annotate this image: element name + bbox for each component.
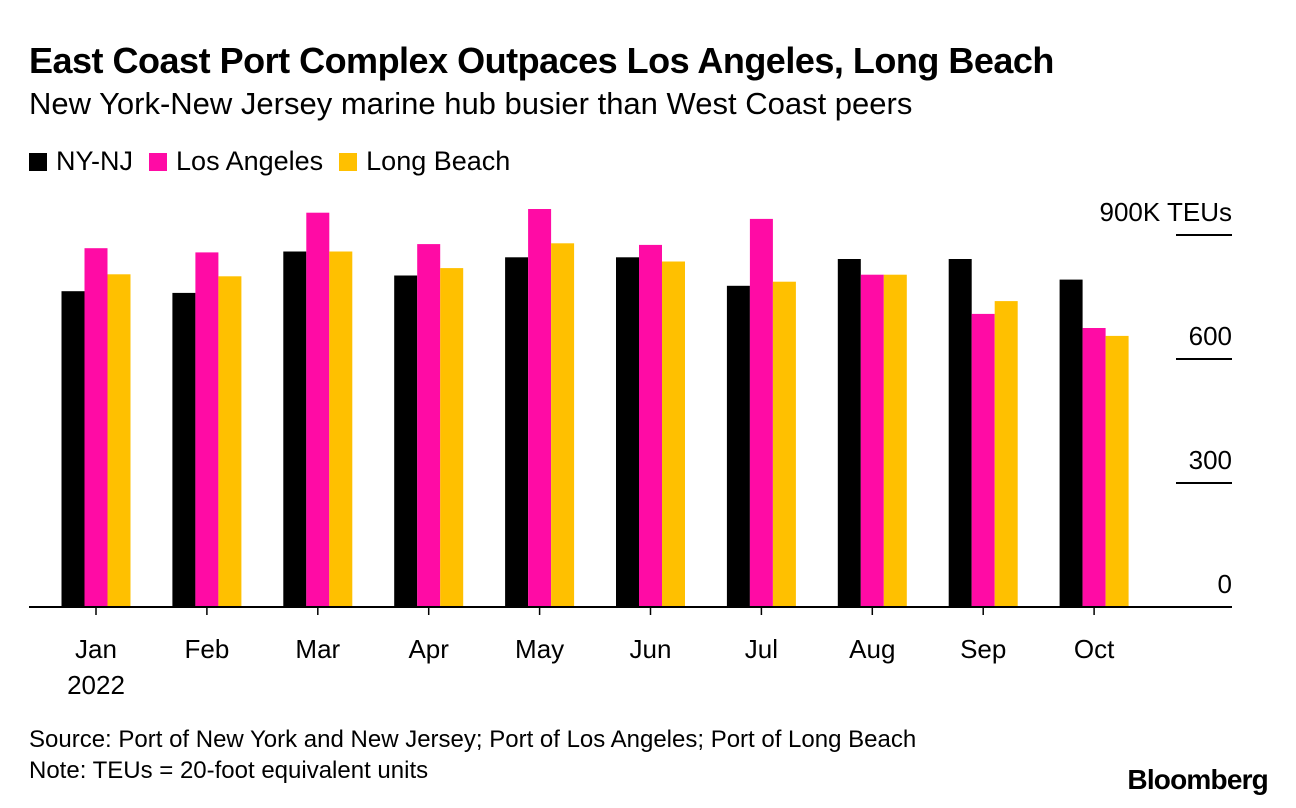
bar-long-beach-oct — [1105, 335, 1129, 607]
y-tick-label-900: 900K TEUs — [1100, 197, 1232, 227]
bar-los-angeles-sep — [971, 313, 995, 607]
chart-subtitle: New York-New Jersey marine hub busier th… — [29, 86, 913, 121]
bar-los-angeles-aug — [860, 274, 884, 607]
x-tick-label-jan: Jan — [75, 634, 117, 664]
x-axis-year-label: 2022 — [67, 670, 125, 700]
bar-ny-nj-jan — [61, 291, 85, 607]
x-tick-label-jun: Jun — [630, 634, 672, 664]
bar-long-beach-mar — [329, 251, 353, 607]
bar-ny-nj-oct — [1059, 279, 1083, 607]
bar-long-beach-jul — [772, 281, 796, 607]
bar-ny-nj-apr — [394, 275, 418, 607]
y-tick-label-600: 600 — [1189, 321, 1232, 351]
units-note: Note: TEUs = 20-foot equivalent units — [29, 757, 429, 784]
legend-label-ny-nj: NY-NJ — [56, 146, 134, 176]
bar-long-beach-apr — [440, 268, 464, 607]
bar-ny-nj-jun — [616, 257, 639, 607]
bar-long-beach-aug — [883, 274, 907, 607]
y-tick-label-300: 300 — [1189, 445, 1232, 475]
bar-chart: 900K TEUs 600 300 0 Jan Feb Mar Apr May Jun Jul Au… — [29, 197, 1232, 700]
legend-swatch-los-angeles — [149, 152, 168, 171]
x-tick-label-oct: Oct — [1074, 634, 1115, 664]
bar-ny-nj-aug — [837, 259, 861, 607]
chart-title: East Coast Port Complex Outpaces Los Ang… — [29, 40, 1054, 81]
bar-los-angeles-jul — [749, 218, 773, 607]
bar-long-beach-jan — [107, 274, 131, 607]
legend-item-ny-nj: NY-NJ — [29, 146, 133, 177]
bar-los-angeles-jun — [639, 244, 662, 607]
bar-long-beach-sep — [994, 301, 1018, 607]
bar-los-angeles-mar — [306, 212, 330, 607]
bar-ny-nj-feb — [172, 292, 196, 607]
x-tick-label-apr: Apr — [408, 634, 449, 664]
bar-long-beach-may — [551, 243, 575, 608]
legend-label-long-beach: Long Beach — [366, 146, 511, 176]
bar-ny-nj-may — [505, 257, 529, 607]
bar-los-angeles-jan — [84, 248, 108, 607]
bar-long-beach-feb — [218, 276, 242, 607]
x-tick-label-may: May — [515, 634, 564, 664]
bloomberg-logo: Bloomberg — [1127, 764, 1268, 795]
y-axis: 900K TEUs 600 300 0 — [1100, 197, 1232, 599]
source-note: Source: Port of New York and New Jersey;… — [29, 726, 917, 753]
x-tick-label-sep: Sep — [960, 634, 1006, 664]
footer-notes: Source: Port of New York and New Jersey;… — [29, 724, 916, 786]
bar-ny-nj-mar — [283, 251, 307, 607]
x-tick-label-jul: Jul — [745, 634, 778, 664]
legend-item-long-beach: Long Beach — [339, 146, 510, 177]
x-tick-label-feb: Feb — [184, 634, 229, 664]
bar-ny-nj-sep — [948, 259, 972, 607]
y-tick-label-0: 0 — [1218, 569, 1232, 599]
bar-long-beach-jun — [662, 261, 685, 607]
bar-los-angeles-feb — [195, 252, 219, 607]
bars — [61, 209, 1129, 608]
x-tick-label-mar: Mar — [295, 634, 340, 664]
bar-los-angeles-apr — [417, 244, 441, 607]
bar-ny-nj-jul — [726, 285, 750, 607]
bar-los-angeles-may — [528, 209, 552, 607]
x-tick-label-aug: Aug — [849, 634, 895, 664]
bar-los-angeles-oct — [1082, 328, 1106, 607]
legend-label-los-angeles: Los Angeles — [176, 146, 324, 176]
x-axis: Jan Feb Mar Apr May Jun Jul Aug Sep Oct 2022 — [67, 607, 1115, 700]
legend-swatch-ny-nj — [29, 152, 47, 171]
legend: NY-NJ Los Angeles Long Beach — [29, 146, 526, 177]
legend-item-los-angeles: Los Angeles — [149, 146, 323, 177]
legend-swatch-long-beach — [339, 152, 358, 171]
